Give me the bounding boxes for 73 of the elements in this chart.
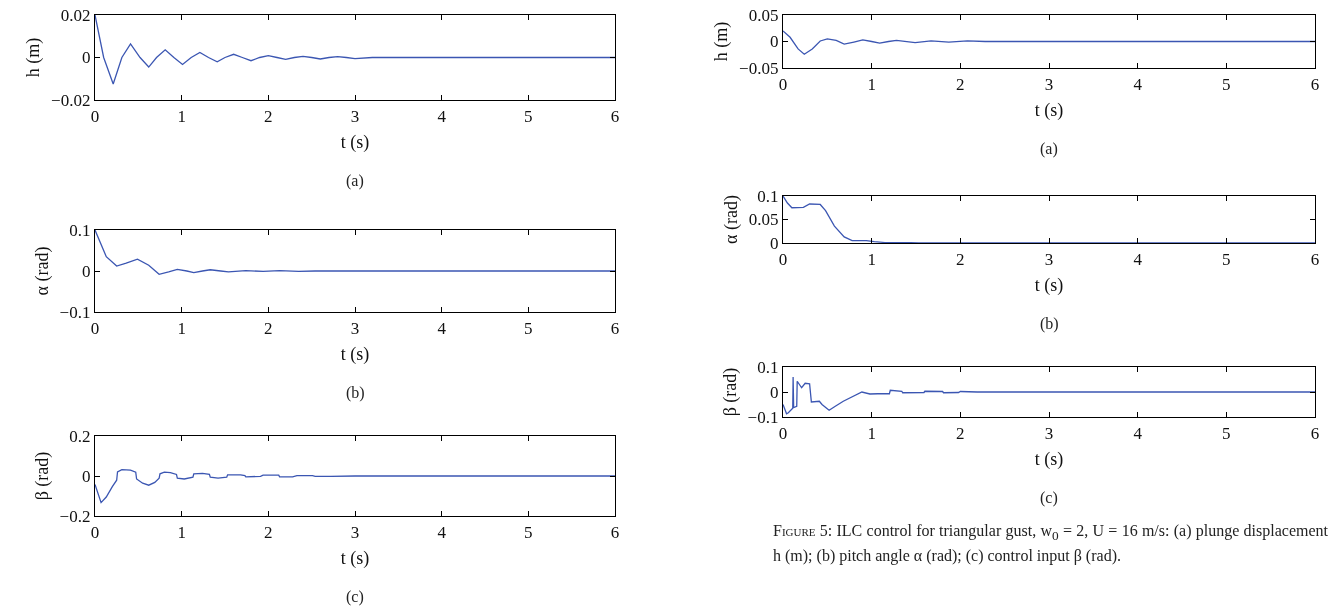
y-axis-title: h (m) [23, 37, 45, 78]
x-tick-label: 4 [437, 522, 447, 542]
y-tick-label: −0.05 [739, 58, 779, 78]
y-tick-label: 0.1 [757, 186, 779, 206]
y-tick-label: 0 [81, 466, 91, 486]
x-tick-label: 2 [956, 423, 965, 443]
x-tick-label: 5 [524, 318, 533, 338]
y-tick-label: 0 [769, 382, 779, 402]
text: (a) [346, 172, 364, 190]
x-tick-label: 1 [177, 318, 186, 338]
x-axis-title: t (s) [1034, 99, 1064, 121]
y-tick-label: −0.02 [51, 90, 91, 110]
x-axis-title: t (s) [340, 343, 370, 365]
x-tick-label: 3 [1044, 74, 1054, 94]
y-axis-title: β (rad) [31, 451, 53, 501]
x-tick-label: 4 [1133, 74, 1143, 94]
x-axis-title: t (s) [1034, 448, 1064, 470]
y-tick-label: 0.05 [748, 210, 779, 230]
x-tick-label: 1 [867, 249, 876, 269]
y-tick-label: 0.1 [69, 220, 91, 240]
text: (c) [1040, 489, 1058, 507]
x-tick-label: 5 [1222, 74, 1231, 94]
text: (a) [1040, 140, 1058, 158]
x-tick-label: 4 [437, 106, 447, 126]
x-tick-label: 5 [524, 106, 533, 126]
y-axis-title: α (rad) [31, 246, 53, 296]
x-tick-label: 2 [264, 318, 273, 338]
y-tick-label: 0.05 [748, 5, 779, 25]
x-tick-label: 1 [177, 106, 186, 126]
y-tick-label: 0.2 [69, 426, 91, 446]
x-tick-label: 3 [350, 106, 360, 126]
text: (c) [346, 588, 364, 606]
x-axis-title: t (s) [340, 547, 370, 569]
x-tick-label: 1 [867, 74, 876, 94]
x-tick-label: 2 [956, 74, 965, 94]
x-tick-label: 3 [350, 522, 360, 542]
x-tick-label: 1 [867, 423, 876, 443]
y-tick-label: 0.1 [757, 357, 779, 377]
x-tick-label: 4 [1133, 423, 1143, 443]
line-series [783, 196, 1315, 243]
x-tick-label: 4 [1133, 249, 1143, 269]
x-tick-label: 6 [1310, 74, 1320, 94]
x-tick-label: 5 [1222, 423, 1231, 443]
x-tick-label: 6 [610, 318, 620, 338]
x-tick-label: 6 [610, 522, 620, 542]
x-tick-label: 2 [956, 249, 965, 269]
x-tick-label: 2 [264, 106, 273, 126]
y-tick-label: −0.2 [59, 506, 91, 526]
x-tick-label: 6 [1310, 423, 1320, 443]
x-tick-label: 5 [1222, 249, 1231, 269]
y-tick-label: −0.1 [747, 407, 779, 427]
x-tick-label: 3 [1044, 249, 1054, 269]
y-tick-label: 0.02 [60, 5, 91, 25]
x-tick-label: 3 [350, 318, 360, 338]
y-axis-title: α (rad) [720, 195, 742, 244]
caption: Figure 5: ILC control for triangular gust, w$_{0}$ = 2, U = 16 m/s: (a) plunge displacement h (m); (b) pitch angle α (rad); (c) control input β (rad). [773, 521, 1328, 567]
x-tick-label: 6 [610, 106, 620, 126]
x-tick-label: 6 [1310, 249, 1320, 269]
text: (b) [346, 384, 365, 402]
y-tick-label: 0 [769, 233, 779, 253]
y-axis-title: h (m) [711, 21, 733, 62]
x-axis-title: t (s) [340, 131, 370, 153]
y-tick-label: −0.1 [59, 302, 91, 322]
x-tick-label: 4 [437, 318, 447, 338]
x-tick-label: 5 [524, 522, 533, 542]
x-axis-title: t (s) [1034, 274, 1064, 296]
x-tick-label: 1 [177, 522, 186, 542]
text: (b) [1040, 315, 1059, 333]
y-tick-label: 0 [769, 32, 779, 52]
x-tick-label: 2 [264, 522, 273, 542]
y-tick-label: 0 [81, 48, 91, 68]
x-tick-label: 3 [1044, 423, 1054, 443]
y-axis-title: β (rad) [719, 367, 741, 417]
